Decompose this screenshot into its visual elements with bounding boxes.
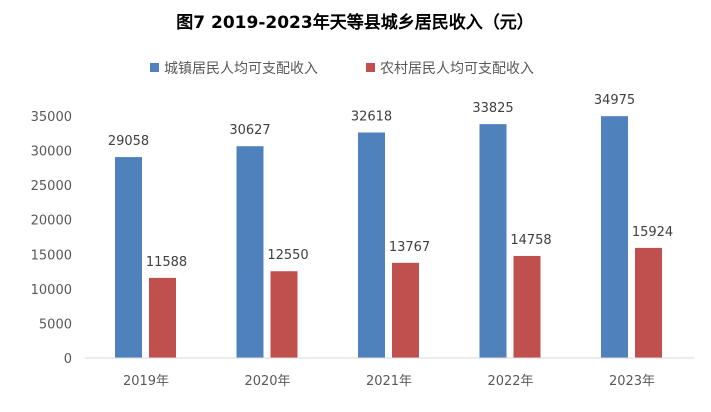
legend-swatch bbox=[366, 63, 375, 72]
chart-title: 图7 2019-2023年天等县城乡居民收入（元） bbox=[176, 12, 533, 33]
data-label: 30627 bbox=[229, 123, 270, 138]
data-label: 33825 bbox=[472, 101, 513, 116]
bar-rural bbox=[270, 271, 298, 358]
y-tick-label: 35000 bbox=[31, 110, 72, 125]
bar-urban bbox=[236, 146, 264, 358]
data-label: 32618 bbox=[351, 109, 392, 124]
legend-swatch bbox=[150, 63, 159, 72]
legend-label: 城镇居民人均可支配收入 bbox=[164, 61, 318, 77]
y-tick-label: 5000 bbox=[39, 317, 72, 332]
x-axis: 2019年 2020年 2021年 2022年 2023年 bbox=[123, 374, 655, 389]
y-tick-label: 0 bbox=[64, 352, 72, 367]
x-tick-label: 2020年 bbox=[244, 374, 290, 389]
x-tick-label: 2019年 bbox=[123, 374, 169, 389]
data-label: 13767 bbox=[389, 240, 430, 255]
legend: 城镇居民人均可支配收入 农村居民人均可支配收入 bbox=[150, 61, 534, 77]
y-tick-label: 20000 bbox=[31, 214, 72, 229]
bar-urban bbox=[358, 132, 385, 358]
bar-urban bbox=[115, 157, 142, 358]
bar-urban bbox=[479, 124, 507, 358]
data-label: 12550 bbox=[267, 248, 308, 263]
bar-rural bbox=[149, 277, 176, 358]
y-tick-label: 25000 bbox=[31, 179, 72, 194]
y-axis: 0 5000 10000 15000 20000 25000 30000 35000 bbox=[31, 110, 72, 367]
legend-label: 农村居民人均可支配收入 bbox=[380, 61, 534, 77]
data-label: 15924 bbox=[632, 225, 673, 240]
data-label: 11588 bbox=[146, 255, 187, 270]
x-tick-label: 2021年 bbox=[366, 374, 412, 389]
y-tick-label: 15000 bbox=[31, 248, 72, 263]
y-tick-label: 10000 bbox=[31, 283, 72, 298]
x-tick-label: 2023年 bbox=[609, 374, 655, 389]
data-label: 14758 bbox=[510, 233, 551, 248]
y-tick-label: 30000 bbox=[31, 145, 72, 160]
bars: 29058 11588 30627 12550 32618 13767 33825 14758… bbox=[108, 93, 673, 359]
bar-rural bbox=[392, 262, 419, 358]
bar-urban bbox=[601, 116, 628, 359]
data-label: 34975 bbox=[594, 93, 635, 108]
x-tick-label: 2022年 bbox=[487, 374, 533, 389]
bar-rural bbox=[513, 255, 541, 358]
data-label: 29058 bbox=[108, 134, 149, 149]
bar-rural bbox=[635, 247, 662, 358]
